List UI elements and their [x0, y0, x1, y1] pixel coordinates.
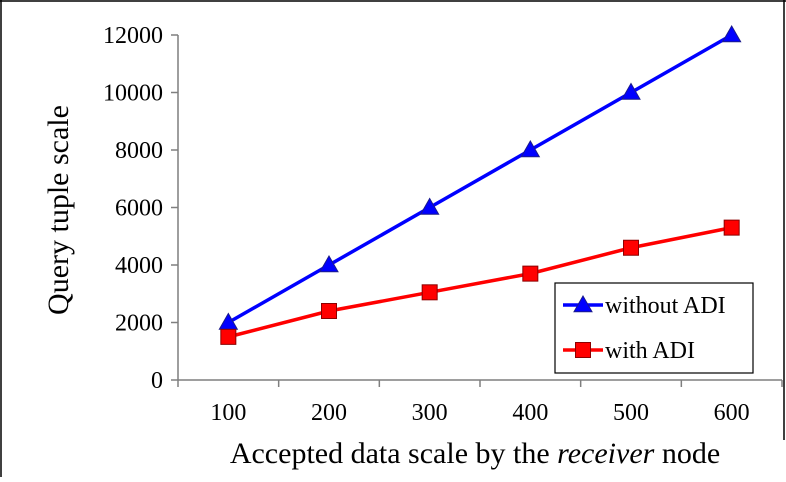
data-point-without-adi	[419, 197, 440, 215]
x-tick-label: 200	[311, 400, 347, 426]
y-tick-label: 10000	[103, 81, 163, 107]
x-axis-title-part: node	[654, 437, 720, 470]
data-point-with-adi	[220, 328, 237, 345]
axes-layer: 0 2000 4000 6000 8000 10000 12000 100 200 300 400 5…	[103, 23, 783, 426]
data-point-without-adi	[218, 312, 239, 330]
data-point-with-adi	[723, 219, 740, 236]
series-layer	[218, 24, 742, 345]
x-axis-title-part: receiver	[557, 437, 654, 470]
x-tick-label: 500	[613, 400, 649, 426]
series-line-with-adi	[227, 225, 733, 339]
series-line-without-adi	[227, 33, 733, 325]
x-tick-label: 400	[512, 400, 548, 426]
legend: without ADI with ADI	[554, 282, 754, 374]
legend-label-without-adi: without ADI	[605, 293, 726, 319]
data-point-with-adi	[421, 284, 438, 301]
data-point-with-adi	[522, 265, 539, 282]
x-axis-title-part: Accepted data scale by the	[230, 437, 557, 470]
x-axis-title: Accepted data scale by the receiver node	[230, 437, 720, 470]
y-tick-label: 8000	[115, 138, 163, 164]
data-point-with-adi	[623, 239, 639, 256]
legend-marker-without-adi	[573, 294, 593, 313]
legend-label-with-adi: with ADI	[605, 338, 695, 364]
data-point-with-adi	[321, 303, 337, 319]
data-point-without-adi	[621, 82, 641, 100]
y-tick-label: 12000	[103, 23, 163, 49]
data-point-without-adi	[520, 139, 541, 158]
data-point-without-adi	[319, 254, 339, 273]
x-tick-label: 100	[210, 400, 246, 426]
y-axis-title: Query tuple scale	[42, 105, 75, 315]
y-tick-label: 0	[151, 368, 163, 394]
x-tick-label: 300	[412, 400, 448, 426]
y-tick-label: 2000	[115, 311, 163, 337]
y-tick-label: 6000	[115, 196, 163, 222]
data-point-without-adi	[721, 24, 742, 43]
legend-marker-with-adi	[575, 342, 591, 358]
x-tick-label: 600	[714, 400, 750, 426]
y-tick-label: 4000	[115, 253, 163, 279]
